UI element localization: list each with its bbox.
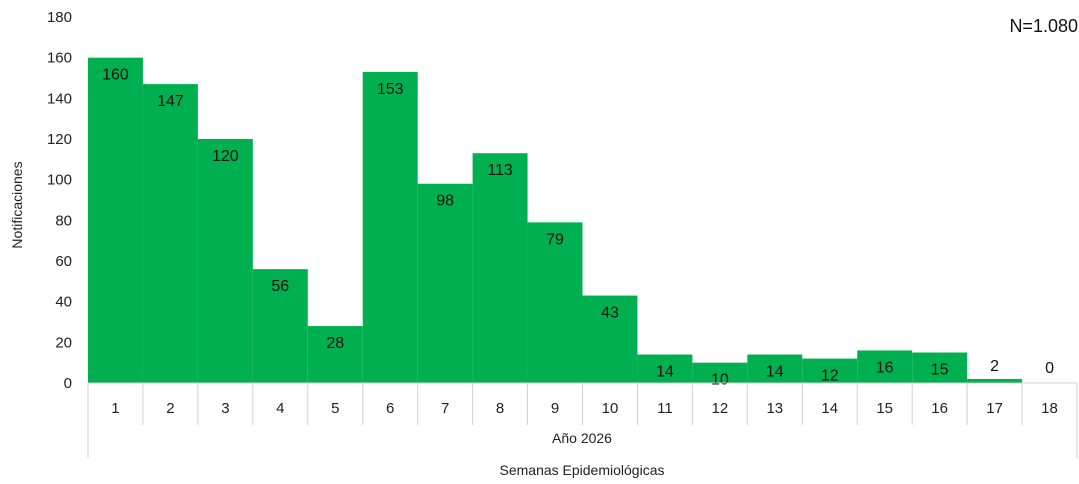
x-tick-label: 11 [657,400,673,417]
data-label: 10 [711,372,729,389]
data-label: 0 [1045,360,1054,377]
n-annotation: N=1.080 [1009,16,1078,36]
x-axis-title: Semanas Epidemiológicas [500,462,665,478]
bar [88,57,143,384]
data-label: 16 [876,359,894,376]
x-tick-label: 15 [876,400,893,417]
data-label: 14 [766,364,784,381]
y-tick-label: 120 [47,131,72,148]
y-tick-label: 160 [47,50,72,67]
x-tick-label: 12 [712,400,729,417]
x-tick-label: 7 [441,400,449,417]
x-tick-label: 17 [986,400,1003,417]
data-label: 147 [157,93,184,110]
bar [637,354,693,383]
bar [967,378,1023,383]
x-tick-label: 18 [1041,400,1058,417]
bar [197,139,253,383]
x-tick-label: 13 [766,400,783,417]
bar [582,295,638,383]
bar [692,362,748,383]
data-label: 160 [102,67,129,84]
y-axis-ticks: 0 20 40 60 80 100 120 140 160 180 [47,9,72,392]
x-group-label: Año 2026 [552,430,612,446]
x-tick-label: 1 [111,400,119,417]
bar [252,269,308,383]
y-tick-label: 140 [47,90,72,107]
data-label: 56 [271,278,289,295]
bar [857,350,913,383]
x-tick-label: 2 [166,400,174,417]
data-label: 98 [436,193,454,210]
x-axis-ticks: 1 2 3 4 5 6 7 8 9 10 11 12 13 14 15 16 17 18 [111,400,1058,417]
bar [362,71,418,384]
data-label: 12 [821,368,839,385]
y-tick-label: 20 [55,334,72,351]
x-axis-frame [87,383,1078,458]
data-label: 43 [601,305,619,322]
data-label: 79 [546,231,564,248]
bar [142,84,198,383]
data-label: 113 [487,162,513,179]
bar [527,222,583,383]
y-tick-label: 40 [55,294,72,311]
bar [417,183,473,383]
data-label: 153 [377,81,404,98]
y-axis-title: Notificaciones [9,161,25,248]
x-tick-label: 16 [931,400,948,417]
data-label: 14 [656,364,674,381]
y-tick-label: 180 [47,9,72,26]
x-tick-label: 10 [602,400,619,417]
y-tick-label: 0 [64,375,72,392]
bar [912,352,968,383]
x-tick-label: 4 [276,400,284,417]
data-labels-group: 160 147 120 56 28 153 98 113 79 43 14 10 14 12 16 15 2 0 [102,67,1054,389]
data-label: 15 [931,362,949,379]
x-tick-label: 5 [331,400,339,417]
y-tick-label: 100 [47,172,72,189]
y-tick-label: 80 [55,212,72,229]
x-tick-label: 9 [551,400,559,417]
data-label: 28 [326,335,344,352]
y-tick-label: 60 [55,253,72,270]
x-tick-label: 6 [386,400,394,417]
x-tick-label: 8 [496,400,504,417]
bar [802,358,858,383]
bars-group [88,57,1023,384]
bar [307,326,363,383]
data-label: 2 [990,358,999,375]
x-tick-label: 3 [221,400,229,417]
x-tick-label: 14 [821,400,838,417]
bar [472,153,528,383]
data-label: 120 [212,148,239,165]
bar [747,354,803,383]
